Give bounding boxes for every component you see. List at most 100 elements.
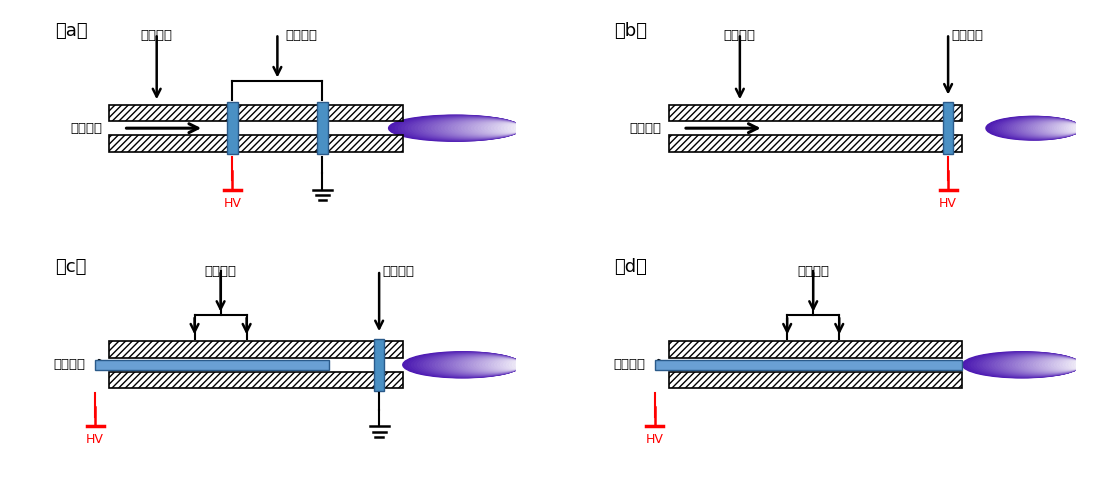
Ellipse shape [430,354,521,376]
Ellipse shape [1024,357,1081,372]
Ellipse shape [432,354,521,375]
Ellipse shape [468,121,521,135]
Ellipse shape [459,357,521,373]
Text: 工作气体: 工作气体 [54,358,86,371]
Ellipse shape [408,117,521,140]
Ellipse shape [415,353,521,377]
Text: 工作气体: 工作气体 [613,358,646,371]
Ellipse shape [1060,124,1081,133]
Ellipse shape [491,359,521,370]
Ellipse shape [1000,355,1081,375]
Ellipse shape [993,117,1081,140]
Ellipse shape [1078,362,1081,368]
Ellipse shape [402,116,521,140]
Ellipse shape [435,354,521,375]
Ellipse shape [473,358,521,372]
Ellipse shape [452,120,521,136]
Ellipse shape [1012,119,1081,138]
Ellipse shape [1050,123,1081,134]
Ellipse shape [426,354,521,376]
Ellipse shape [1075,125,1081,131]
Ellipse shape [488,123,521,134]
Ellipse shape [441,355,521,375]
Ellipse shape [1054,123,1081,133]
Ellipse shape [471,122,521,135]
Ellipse shape [968,352,1081,377]
Ellipse shape [1009,356,1081,374]
Text: 环形电极: 环形电极 [382,265,414,279]
Bar [110,341,403,358]
Ellipse shape [508,125,521,132]
Text: 工作气体: 工作气体 [630,122,661,135]
Ellipse shape [425,118,521,139]
Ellipse shape [395,116,521,141]
Ellipse shape [1047,122,1081,134]
Text: 绦缘介质: 绦缘介质 [205,265,236,279]
Ellipse shape [471,358,521,372]
Bar [669,135,962,152]
Ellipse shape [485,123,521,134]
Ellipse shape [1022,120,1081,137]
Ellipse shape [444,355,521,374]
Text: 绦缘介质: 绦缘介质 [724,29,755,42]
Ellipse shape [429,118,521,138]
Ellipse shape [1038,122,1081,135]
Ellipse shape [403,352,521,378]
Ellipse shape [1074,362,1081,368]
Ellipse shape [988,116,1081,140]
Ellipse shape [1019,120,1081,137]
Ellipse shape [1064,124,1081,132]
Ellipse shape [468,357,521,372]
Ellipse shape [504,361,521,369]
Bar [669,372,962,388]
Ellipse shape [486,359,521,371]
Ellipse shape [412,352,521,377]
Ellipse shape [1041,122,1081,135]
Ellipse shape [1069,125,1081,132]
Ellipse shape [1031,358,1081,372]
Ellipse shape [980,353,1081,376]
Ellipse shape [398,116,521,141]
Bar [669,341,962,358]
Ellipse shape [462,357,521,373]
Ellipse shape [432,118,521,138]
Ellipse shape [435,119,521,138]
Ellipse shape [450,356,521,374]
Ellipse shape [453,356,521,373]
Ellipse shape [513,361,521,368]
Ellipse shape [1033,358,1081,372]
Ellipse shape [990,117,1081,140]
Ellipse shape [415,117,521,139]
Ellipse shape [995,354,1081,375]
Ellipse shape [505,124,521,132]
Ellipse shape [1007,356,1081,374]
Ellipse shape [498,360,521,370]
Bar [317,102,328,154]
Ellipse shape [439,119,521,137]
Ellipse shape [1062,124,1081,133]
Ellipse shape [458,121,521,136]
Ellipse shape [962,352,1081,378]
Ellipse shape [1016,356,1081,373]
Ellipse shape [996,117,1081,139]
Ellipse shape [1057,360,1081,370]
Ellipse shape [998,117,1081,139]
Ellipse shape [506,361,521,369]
Ellipse shape [515,362,521,368]
Bar [95,359,329,370]
Ellipse shape [439,355,521,375]
Ellipse shape [1052,123,1081,134]
Ellipse shape [448,356,521,374]
Ellipse shape [1065,361,1081,369]
Bar [110,135,403,152]
Ellipse shape [405,116,521,140]
Ellipse shape [1045,122,1081,134]
Ellipse shape [423,353,521,376]
Ellipse shape [498,124,521,133]
Ellipse shape [457,356,521,373]
Ellipse shape [480,358,521,371]
Ellipse shape [1057,123,1081,133]
Ellipse shape [1027,357,1081,372]
Ellipse shape [489,359,521,370]
Ellipse shape [1026,120,1081,136]
